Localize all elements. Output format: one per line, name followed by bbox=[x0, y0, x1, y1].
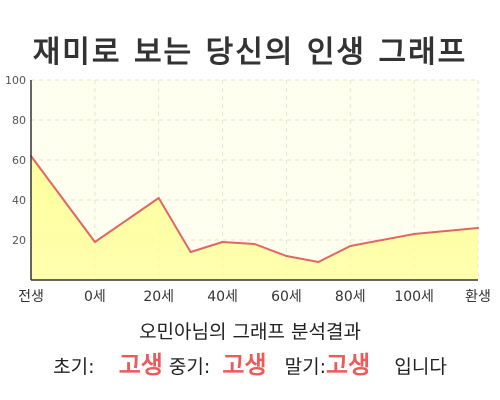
x-tick-label: 0세 bbox=[84, 289, 106, 305]
mid-value: 고생 bbox=[222, 351, 267, 379]
x-tick-label: 전생 bbox=[18, 289, 44, 305]
x-tick-labels: 전생 0세 20세 40세 60세 80세 100세 환생 bbox=[18, 289, 491, 305]
data-point bbox=[93, 241, 96, 243]
late-label: 말기: bbox=[284, 356, 327, 378]
x-tick-label: 80세 bbox=[335, 289, 366, 305]
data-point bbox=[413, 233, 416, 235]
x-tick-label: 20세 bbox=[143, 289, 174, 305]
data-point bbox=[317, 261, 320, 263]
data-point bbox=[189, 251, 192, 253]
early-label: 초기: bbox=[53, 356, 95, 378]
y-tick-label: 40 bbox=[12, 194, 26, 207]
mid-label: 중기: bbox=[168, 356, 211, 378]
x-tick-label: 40세 bbox=[207, 289, 238, 305]
x-tick-label: 100세 bbox=[394, 289, 434, 305]
result-suffix: 입니다 bbox=[394, 356, 447, 378]
early-value: 고생 bbox=[118, 351, 163, 379]
y-tick-labels: 20 40 60 80 100 bbox=[5, 74, 26, 247]
data-point bbox=[253, 243, 256, 245]
x-tick-label: 환생 bbox=[465, 289, 491, 305]
result-summary: 초기: 고생 중기: 고생 말기:고생 입니다 bbox=[0, 350, 500, 382]
chart-title: 재미로 보는 당신의 인생 그래프 bbox=[32, 35, 468, 70]
axes bbox=[30, 80, 478, 281]
y-tick-label: 100 bbox=[5, 74, 26, 87]
y-tick-label: 80 bbox=[12, 114, 26, 127]
data-point bbox=[221, 241, 224, 243]
data-point bbox=[285, 255, 288, 257]
data-point bbox=[477, 227, 479, 229]
data-point bbox=[349, 245, 352, 247]
y-tick-label: 20 bbox=[12, 234, 26, 247]
life-graph-chart: 20 40 60 80 100 전생 0세 20세 40세 60세 80세 100세 환생 bbox=[5, 74, 491, 305]
y-tick-label: 60 bbox=[12, 154, 26, 167]
x-tick-label: 60세 bbox=[271, 289, 302, 305]
result-heading: 오민아님의 그래프 분석결과 bbox=[139, 321, 361, 343]
late-value: 고생 bbox=[326, 351, 371, 379]
area-fill bbox=[31, 156, 478, 280]
data-point bbox=[157, 197, 160, 199]
